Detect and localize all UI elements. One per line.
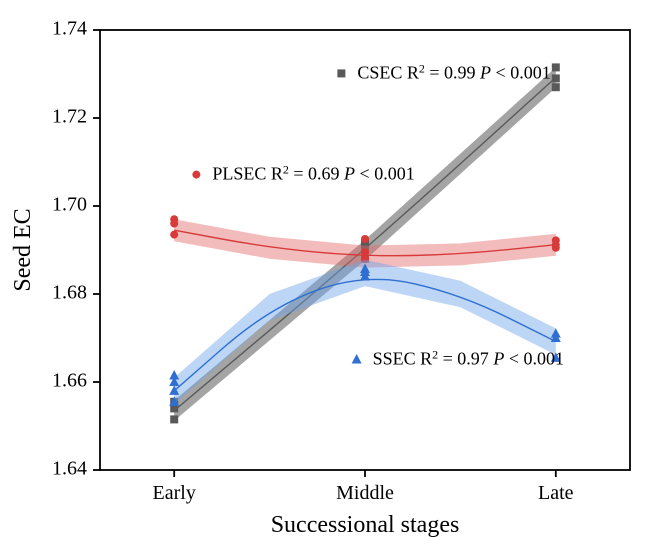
y-tick-label: 1.70 (52, 194, 87, 216)
legend-CSEC: CSEC R2 = 0.99 P < 0.001 (337, 61, 550, 82)
x-tick-label: Middle (336, 482, 394, 504)
marker-CSEC (552, 74, 560, 82)
legend-text-PLSEC: PLSEC R2 = 0.69 P < 0.001 (212, 163, 414, 184)
legend-marker-PLSEC (192, 171, 200, 179)
marker-PLSEC (170, 215, 178, 223)
marker-PLSEC (361, 248, 369, 256)
marker-PLSEC (361, 235, 369, 243)
marker-CSEC (170, 415, 178, 423)
y-tick-label: 1.68 (52, 282, 87, 304)
y-tick-label: 1.72 (52, 106, 87, 128)
x-tick-label: Late (538, 482, 574, 504)
x-axis-title: Successional stages (271, 512, 460, 538)
x-tick-label: Early (153, 482, 196, 504)
y-tick-label: 1.64 (52, 458, 87, 480)
marker-PLSEC (552, 236, 560, 244)
legend-marker-CSEC (337, 69, 345, 77)
legend-PLSEC: PLSEC R2 = 0.69 P < 0.001 (192, 163, 414, 184)
legend-text-SSEC: SSEC R2 = 0.97 P < 0.001 (373, 347, 564, 368)
y-axis-title: Seed EC (10, 208, 36, 291)
marker-CSEC (552, 83, 560, 91)
marker-PLSEC (170, 231, 178, 239)
y-tick-label: 1.74 (52, 18, 87, 40)
y-tick-label: 1.66 (52, 370, 87, 392)
chart-svg: 1.64 1.66 1.68 1.70 1.72 1.74 Early Middle Late S… (0, 0, 661, 554)
legend-text-CSEC: CSEC R2 = 0.99 P < 0.001 (357, 61, 550, 82)
legend-SSEC: SSEC R2 = 0.97 P < 0.001 (352, 347, 564, 368)
chart-container: 1.64 1.66 1.68 1.70 1.72 1.74 Early Middle Late S… (0, 0, 661, 554)
marker-CSEC (552, 63, 560, 71)
